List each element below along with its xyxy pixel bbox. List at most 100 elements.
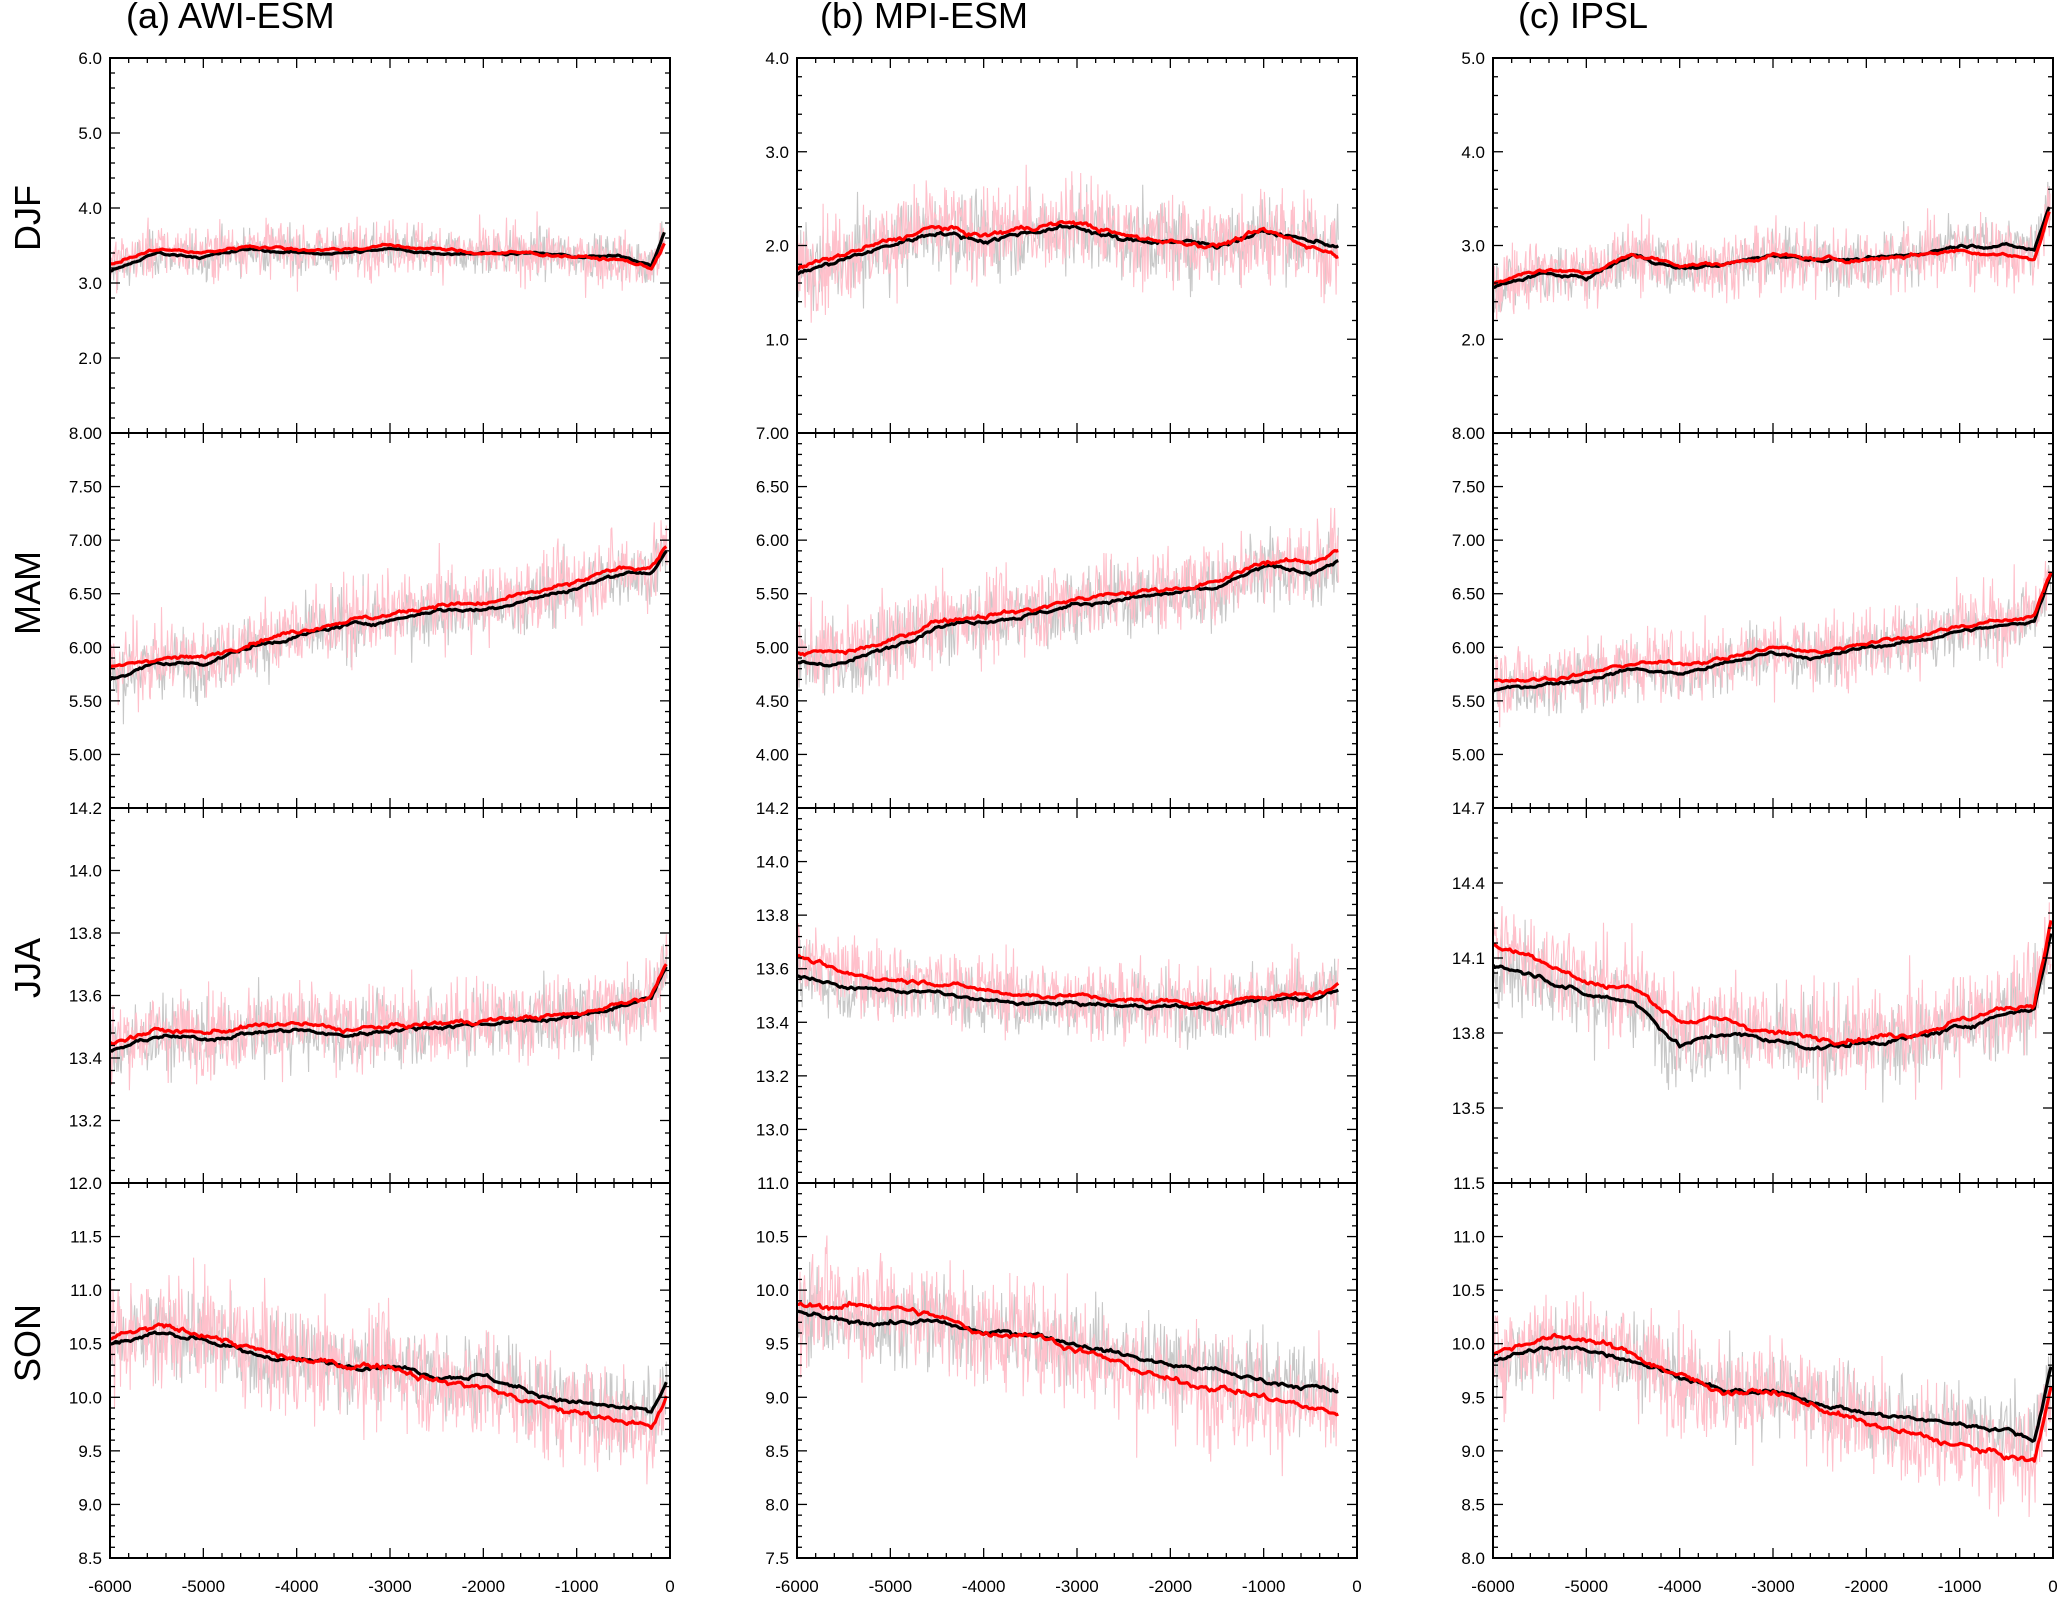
y-tick-label-b-jja: 13.4 (756, 1013, 789, 1032)
y-tick-label-c-son: 11.0 (1453, 1228, 1485, 1247)
x-tick-label-b-son: -4000 (962, 1577, 1005, 1596)
y-tick-label-a-jja: 13.8 (69, 924, 102, 943)
plot-area-a-mam (110, 520, 668, 725)
panel-c-son: 8.0 8.5 9.0 9.5 10.0 10.5 11.0 11.5 -6000 -5000 -4… (1452, 1174, 2058, 1596)
series-smoothed-black-b-djf (797, 223, 1340, 276)
panel-a-djf: 2.0 3.0 4.0 5.0 6.0 (78, 49, 671, 434)
series-smoothed-black-b-mam (797, 559, 1339, 668)
x-tick-label-b-son: -6000 (775, 1577, 818, 1596)
y-tick-label-c-mam: 5.50 (1452, 692, 1485, 711)
panel-c-mam: 5.00 5.50 6.00 6.50 7.00 7.50 8.00 (1452, 424, 2054, 809)
y-tick-label-a-son: 12.0 (69, 1174, 102, 1193)
series-smoothed-red-b-djf (797, 220, 1339, 271)
x-tick-label-c-son: -2000 (1845, 1577, 1888, 1596)
y-tick-label-a-djf: 3.0 (78, 274, 102, 293)
series-annual-red-a-jja (110, 934, 668, 1091)
y-tick-label-b-jja: 13.2 (756, 1067, 789, 1086)
series-smoothed-red-a-mam (110, 545, 668, 669)
x-tick-label-c-son: 0 (2048, 1577, 2057, 1596)
series-annual-black-b-jja (797, 939, 1339, 1050)
y-tick-label-a-djf: 6.0 (78, 49, 102, 68)
series-annual-red-a-djf (110, 211, 666, 298)
y-tick-label-a-jja: 13.6 (69, 987, 102, 1006)
y-tick-label-a-mam: 7.50 (69, 478, 102, 497)
series-annual-red-a-mam (110, 520, 668, 713)
y-tick-label-b-son: 11.0 (757, 1174, 789, 1193)
y-tick-label-a-djf: 2.0 (78, 349, 102, 368)
y-tick-label-b-mam: 5.50 (756, 585, 789, 604)
panel-b-mam: 4.00 4.50 5.00 5.50 6.00 6.50 7.00 (756, 424, 1358, 809)
y-tick-label-c-jja: 14.7 (1452, 799, 1485, 818)
y-tick-label-a-son: 11.5 (70, 1228, 102, 1247)
y-tick-label-b-son: 8.5 (765, 1442, 789, 1461)
series-smoothed-red-b-mam (797, 549, 1339, 657)
y-tick-label-b-djf: 4.0 (765, 49, 789, 68)
x-tick-label-c-son: -3000 (1751, 1577, 1794, 1596)
y-tick-label-c-son: 10.0 (1452, 1335, 1485, 1354)
y-tick-label-a-mam: 7.00 (69, 531, 102, 550)
x-tick-label-a-son: -1000 (555, 1577, 598, 1596)
y-tick-label-c-djf: 4.0 (1461, 143, 1485, 162)
y-tick-label-c-son: 11.5 (1453, 1174, 1485, 1193)
panel-a-mam: 5.00 5.50 6.00 6.50 7.00 7.50 8.00 (69, 424, 671, 809)
x-tick-label-b-son: -1000 (1242, 1577, 1285, 1596)
y-tick-label-b-mam: 6.00 (756, 531, 789, 550)
column-title-b: (b) MPI-ESM (820, 0, 1028, 36)
y-tick-label-b-jja: 13.6 (756, 960, 789, 979)
y-tick-label-b-jja: 13.0 (756, 1120, 789, 1139)
plot-area-b-jja (797, 923, 1340, 1050)
series-smoothed-red-a-jja (110, 963, 668, 1046)
panel-b-jja: 13.0 13.2 13.4 13.6 13.8 14.0 14.2 (756, 799, 1358, 1184)
y-tick-label-a-son: 10.5 (69, 1335, 102, 1354)
x-tick-label-a-son: -3000 (368, 1577, 411, 1596)
series-smoothed-black-b-son (797, 1309, 1339, 1394)
series-smoothed-red-c-djf (1493, 211, 2051, 285)
y-tick-label-c-mam: 6.50 (1452, 585, 1485, 604)
y-tick-label-c-son: 8.0 (1461, 1549, 1485, 1568)
y-tick-label-c-mam: 7.50 (1452, 478, 1485, 497)
series-smoothed-red-b-son (797, 1300, 1339, 1417)
y-tick-label-b-son: 9.5 (765, 1335, 789, 1354)
y-tick-label-c-son: 9.5 (1461, 1388, 1485, 1407)
plot-area-c-son (1493, 1291, 2053, 1518)
series-annual-red-b-jja (797, 923, 1339, 1049)
series-annual-black-c-mam (1493, 565, 2052, 717)
x-tick-label-c-son: -5000 (1565, 1577, 1608, 1596)
series-smoothed-red-a-djf (110, 242, 666, 271)
y-tick-label-a-son: 9.5 (78, 1442, 102, 1461)
column-title-a: (a) AWI-ESM (126, 0, 335, 36)
y-tick-label-a-mam: 5.00 (69, 745, 102, 764)
x-tick-label-a-son: 0 (665, 1577, 674, 1596)
y-tick-label-c-jja: 14.4 (1452, 874, 1485, 893)
x-tick-label-c-son: -1000 (1938, 1577, 1981, 1596)
x-tick-label-a-son: -4000 (275, 1577, 318, 1596)
x-tick-label-b-son: -5000 (869, 1577, 912, 1596)
plot-area-c-jja (1493, 902, 2053, 1103)
y-tick-label-a-son: 8.5 (78, 1549, 102, 1568)
y-tick-label-b-son: 8.0 (765, 1495, 789, 1514)
y-tick-label-b-son: 10.5 (756, 1228, 789, 1247)
y-tick-label-c-djf: 3.0 (1461, 237, 1485, 256)
y-tick-label-c-jja: 13.5 (1452, 1099, 1485, 1118)
plot-area-c-mam (1493, 560, 2053, 728)
y-tick-label-b-djf: 1.0 (765, 330, 789, 349)
series-smoothed-black-a-mam (110, 550, 668, 681)
series-annual-red-a-son (110, 1257, 668, 1485)
panels: 2.0 3.0 4.0 5.0 6.0 1.0 2.0 3.0 4.0 2.0 3.0 4.0 5.0 5… (69, 49, 2058, 1596)
y-tick-label-a-jja: 14.0 (69, 862, 102, 881)
y-tick-label-a-jja: 13.4 (69, 1049, 102, 1068)
x-tick-label-b-son: -3000 (1055, 1577, 1098, 1596)
series-smoothed-black-c-jja (1493, 933, 2053, 1051)
panel-a-son: 8.5 9.0 9.5 10.0 10.5 11.0 11.5 12.0 -6000 -5000 -… (69, 1174, 675, 1596)
y-tick-label-c-mam: 7.00 (1452, 531, 1485, 550)
series-smoothed-red-c-son (1493, 1332, 2053, 1463)
plot-area-c-djf (1493, 181, 2051, 320)
y-tick-label-a-jja: 13.2 (69, 1112, 102, 1131)
series-smoothed-black-c-mam (1493, 573, 2053, 693)
y-tick-label-c-mam: 5.00 (1452, 745, 1485, 764)
x-tick-label-c-son: -6000 (1471, 1577, 1514, 1596)
y-tick-label-a-mam: 8.00 (69, 424, 102, 443)
plot-area-b-djf (797, 164, 1340, 323)
y-tick-label-b-mam: 6.50 (756, 478, 789, 497)
